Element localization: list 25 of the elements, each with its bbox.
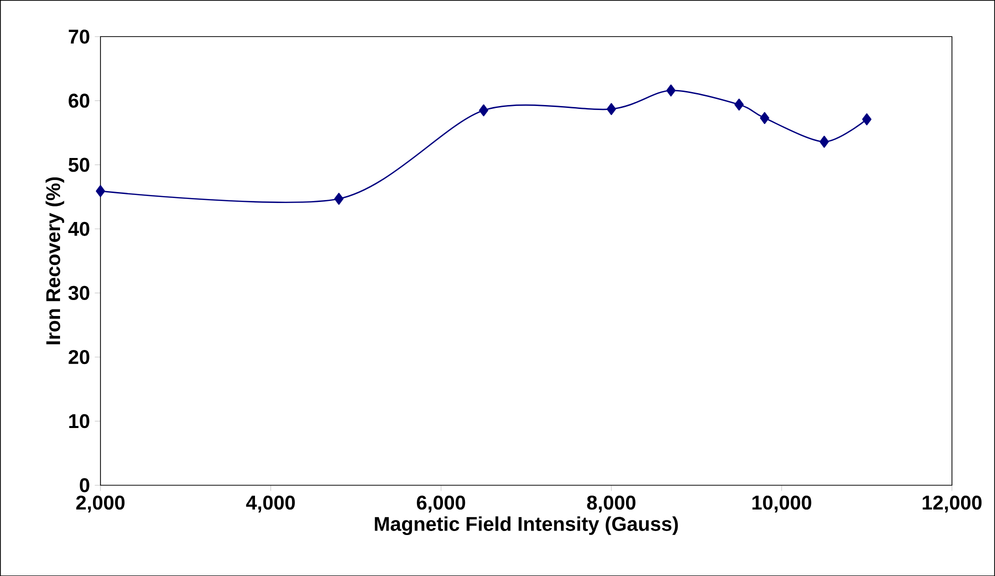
y-tick-label: 50 xyxy=(68,158,90,172)
x-tick-label: 2,000 xyxy=(76,495,125,512)
y-axis-title: Iron Recovery (%) xyxy=(46,177,64,344)
x-tick-label: 6,000 xyxy=(416,495,466,512)
y-tick-label: 20 xyxy=(68,350,90,364)
point xyxy=(606,102,616,115)
y-tick-label: 60 xyxy=(68,94,90,108)
point xyxy=(334,192,344,205)
point xyxy=(862,113,872,126)
point xyxy=(734,98,744,110)
x-tick-label: 8,000 xyxy=(587,495,636,512)
x-tick-label: 4,000 xyxy=(246,495,295,512)
point xyxy=(820,136,829,148)
y-tick-label: 40 xyxy=(68,222,90,236)
y-tick-label: 70 xyxy=(68,29,90,44)
point xyxy=(96,184,106,197)
x-axis-title: Magnetic Field Intensity (Gauss) xyxy=(374,516,678,535)
y-tick-label: 10 xyxy=(69,414,90,428)
x-tick-label: 12,000 xyxy=(922,495,982,512)
point xyxy=(760,112,770,124)
x-tick-label: 10,000 xyxy=(752,495,812,512)
y-tick-label: 0 xyxy=(80,478,90,492)
point xyxy=(666,84,676,96)
point xyxy=(478,104,488,116)
y-tick-label: 30 xyxy=(68,286,90,300)
